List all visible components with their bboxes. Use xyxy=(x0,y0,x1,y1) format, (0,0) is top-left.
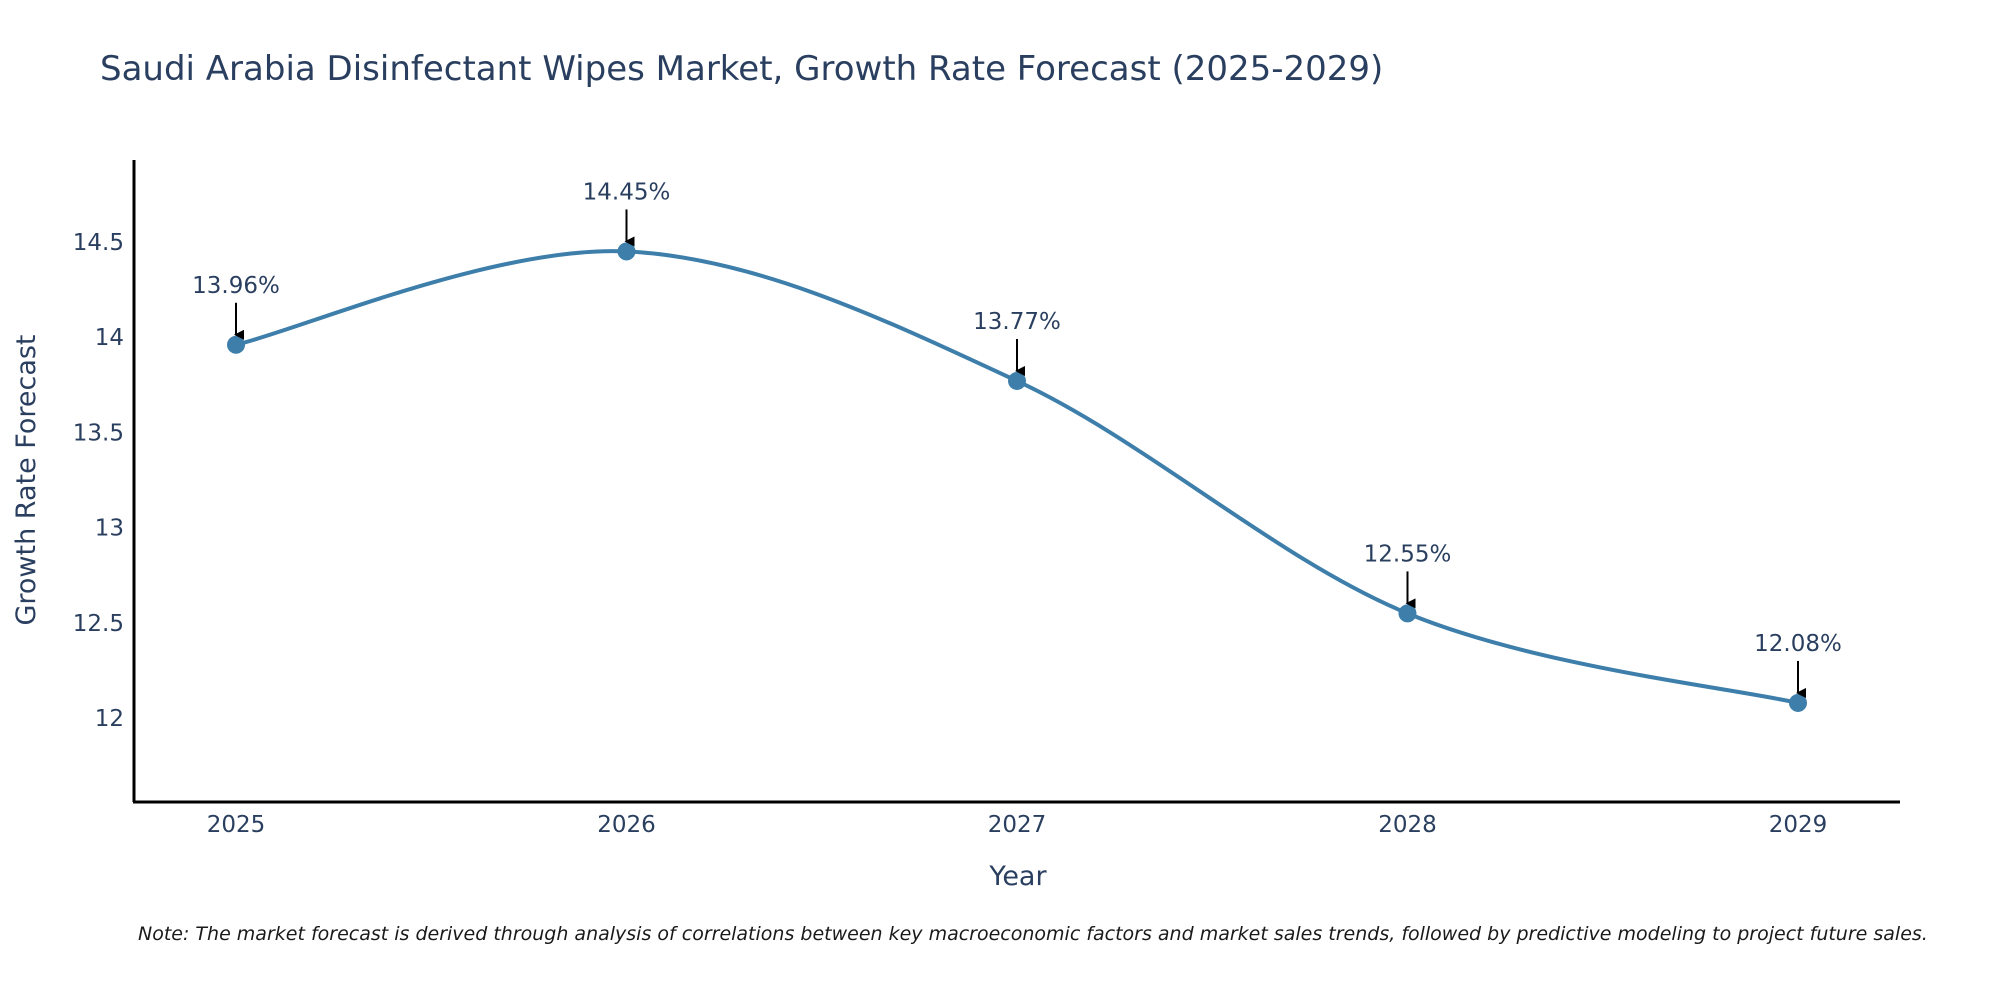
data-annotations: 13.96% 14.45% 13.77% 12.55% 12.08% xyxy=(192,179,1842,698)
y-tick-label: 12.5 xyxy=(73,611,124,637)
data-point-2026 xyxy=(617,242,636,261)
y-axis-title: Growth Rate Forecast xyxy=(11,334,42,625)
x-axis-ticks: 2025 2026 2027 2028 2029 xyxy=(207,812,1828,838)
x-tick-label: 2029 xyxy=(1769,812,1828,838)
y-tick-label: 14 xyxy=(95,325,124,351)
data-label: 13.77% xyxy=(973,309,1061,335)
x-tick-label: 2026 xyxy=(597,812,656,838)
y-tick-label: 12 xyxy=(95,706,124,732)
data-label: 14.45% xyxy=(583,179,671,205)
x-axis-title: Year xyxy=(988,861,1047,892)
x-tick-label: 2027 xyxy=(988,812,1047,838)
data-label: 13.96% xyxy=(192,273,280,299)
data-label: 12.08% xyxy=(1754,631,1842,657)
x-tick-label: 2025 xyxy=(207,812,266,838)
data-point-2025 xyxy=(227,335,245,354)
y-tick-label: 13.5 xyxy=(73,420,124,446)
y-axis-ticks: 12 12.5 13 13.5 14 14.5 xyxy=(73,230,124,732)
x-tick-label: 2028 xyxy=(1378,812,1437,838)
data-label: 12.55% xyxy=(1364,541,1452,567)
data-point-2028 xyxy=(1398,604,1417,623)
footnote: Note: The market forecast is derived thr… xyxy=(138,923,1928,945)
data-point-2029 xyxy=(1789,693,1807,712)
y-tick-label: 14.5 xyxy=(73,230,124,256)
data-markers xyxy=(227,242,1807,712)
y-tick-label: 13 xyxy=(95,516,124,542)
data-point-2027 xyxy=(1008,371,1026,390)
chart-title: Saudi Arabia Disinfectant Wipes Market, … xyxy=(100,49,1383,89)
